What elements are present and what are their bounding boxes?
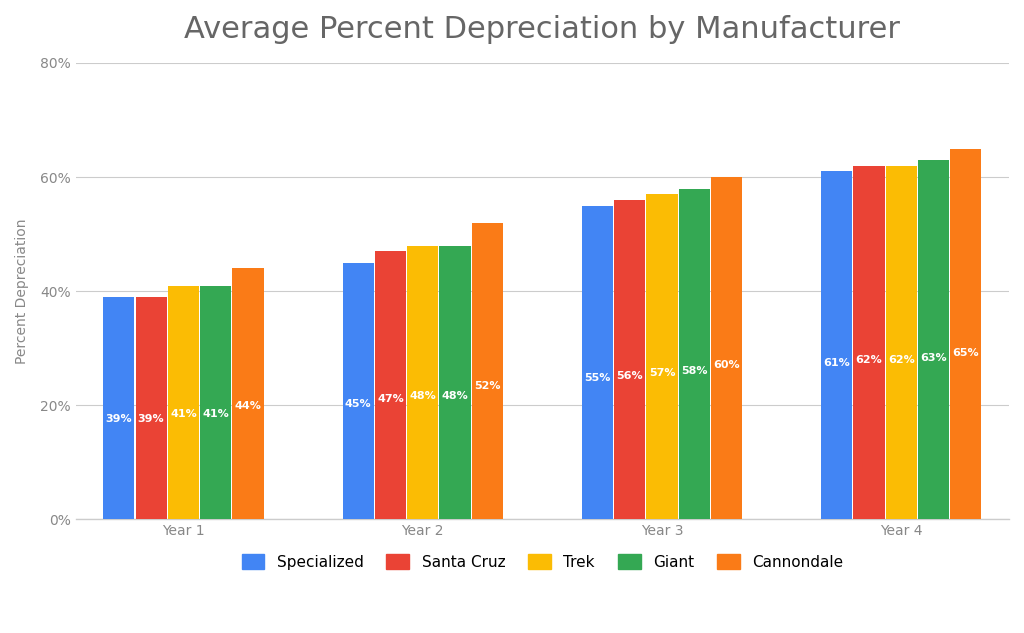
Text: 52%: 52% [474,381,501,391]
Text: 58%: 58% [681,365,708,375]
Bar [582,206,613,520]
Text: 48%: 48% [410,391,436,401]
Text: 60%: 60% [714,360,740,370]
Bar [614,200,645,520]
Bar [821,172,852,520]
Bar [646,194,678,520]
Bar [919,160,949,520]
Bar [232,268,263,520]
Text: 39%: 39% [138,414,165,424]
Legend: Specialized, Santa Cruz, Trek, Giant, Cannondale: Specialized, Santa Cruz, Trek, Giant, Ca… [236,548,849,575]
Bar [103,297,134,520]
Bar [135,297,167,520]
Text: 39%: 39% [105,414,132,424]
Text: 62%: 62% [856,355,883,365]
Bar [679,189,710,520]
Y-axis label: Percent Depreciation: Percent Depreciation [15,218,29,364]
Bar [343,263,374,520]
Bar [886,166,916,520]
Bar [200,285,231,520]
Bar [168,285,199,520]
Text: 41%: 41% [203,409,229,419]
Bar [711,177,742,520]
Text: 61%: 61% [823,358,850,368]
Text: 62%: 62% [888,355,914,365]
Text: 57%: 57% [649,368,675,378]
Bar [853,166,885,520]
Text: 65%: 65% [952,348,979,358]
Text: 48%: 48% [441,391,468,401]
Text: 56%: 56% [616,371,643,380]
Bar [375,251,406,520]
Text: 47%: 47% [377,394,403,404]
Title: Average Percent Depreciation by Manufacturer: Average Percent Depreciation by Manufact… [184,15,900,44]
Text: 45%: 45% [345,399,372,409]
Text: 63%: 63% [921,353,947,363]
Bar [408,246,438,520]
Bar [472,223,503,520]
Bar [950,149,981,520]
Text: 41%: 41% [170,409,197,419]
Text: 55%: 55% [585,373,610,383]
Text: 44%: 44% [234,401,261,411]
Bar [439,246,471,520]
